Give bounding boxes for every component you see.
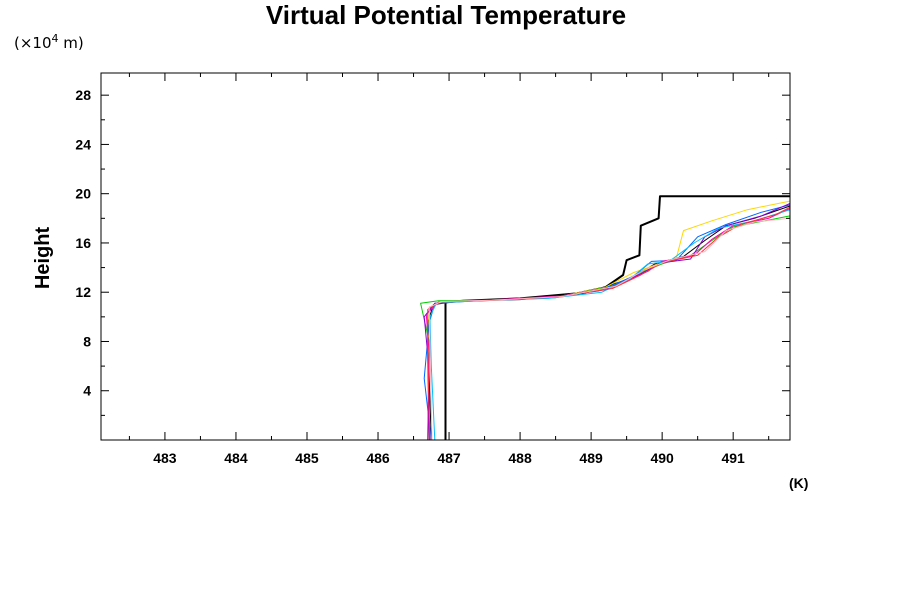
series-line-6	[425, 208, 790, 440]
series-line-1	[444, 195, 790, 440]
series-line-4	[420, 215, 790, 440]
ticks-layer: 483 484 485 486 487 488 489 490 491 4 8 12 16 20 24 28	[75, 73, 790, 466]
y-tick-label: 24	[75, 136, 91, 152]
x-tick-label: 483	[153, 450, 177, 466]
y-axis-label: Height	[32, 227, 54, 290]
x-tick-label: 484	[224, 450, 248, 466]
series-line-7	[423, 203, 790, 440]
y-tick-label: 8	[83, 333, 91, 349]
y-unit-label: (×104 m)	[14, 32, 84, 52]
y-tick-label: 4	[83, 383, 91, 399]
series-line-2	[427, 205, 790, 440]
y-tick-label: 16	[75, 235, 91, 251]
series-line-10	[428, 217, 790, 440]
y-tick-label: 20	[75, 186, 91, 202]
series-layer	[420, 195, 790, 440]
x-tick-label: 488	[508, 450, 532, 466]
series-line-8	[429, 209, 790, 440]
y-unit-exponent: 4	[52, 32, 59, 45]
series-line-5	[423, 204, 790, 440]
x-unit-label: (K)	[789, 475, 808, 491]
y-tick-label: 28	[75, 87, 91, 103]
series-line-3	[427, 200, 790, 440]
x-tick-label: 490	[650, 450, 674, 466]
x-tick-label: 491	[721, 450, 745, 466]
y-unit-prefix: (×10	[14, 34, 52, 52]
x-tick-label: 486	[366, 450, 390, 466]
x-tick-label: 485	[295, 450, 319, 466]
chart-title: Virtual Potential Temperature	[266, 0, 626, 30]
y-tick-label: 12	[75, 284, 91, 300]
y-unit-suffix: m)	[59, 34, 84, 52]
x-tick-label: 487	[437, 450, 461, 466]
x-tick-label: 489	[579, 450, 603, 466]
plot-frame	[100, 72, 791, 441]
series-line-9	[427, 206, 790, 440]
